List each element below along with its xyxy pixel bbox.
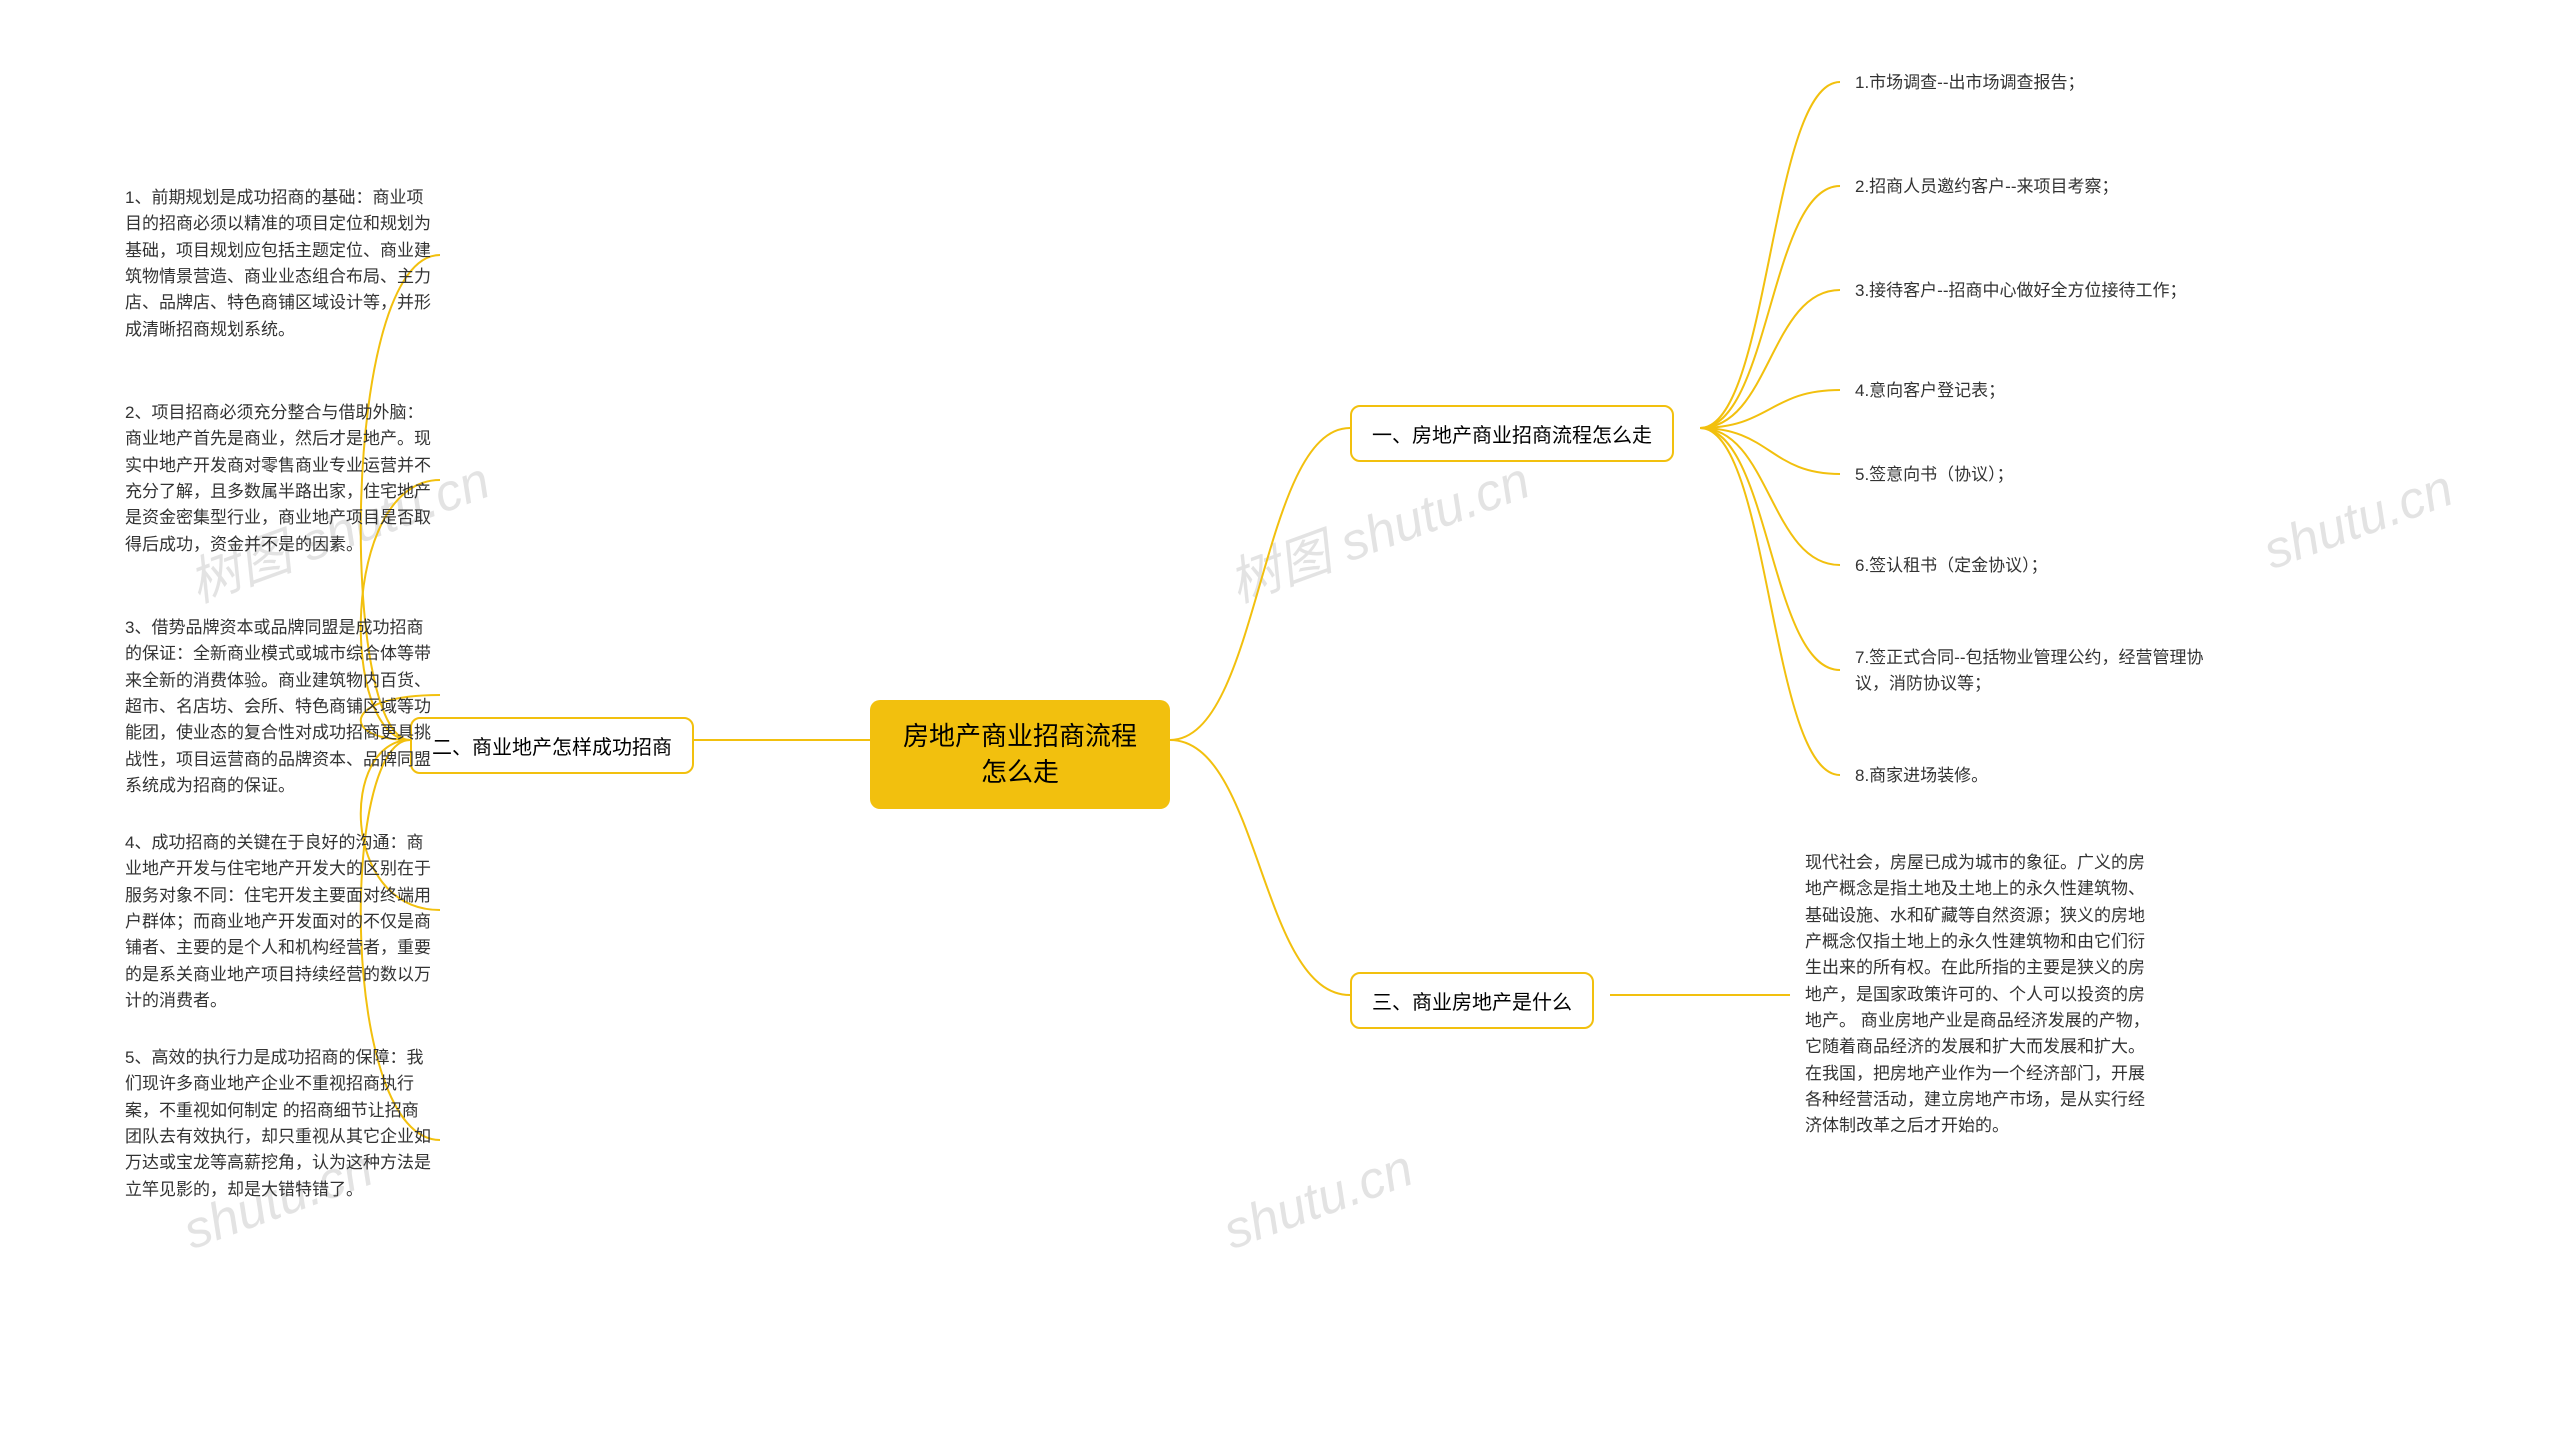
leaf-two-2: 2、项目招商必须充分整合与借助外脑：商业地产首先是商业，然后才是地产。现实中地产… [125, 400, 435, 558]
watermark: shutu.cn [2256, 458, 2461, 582]
leaf-one-7: 7.签正式合同--包括物业管理公约，经营管理协议，消防协议等； [1855, 645, 2215, 698]
watermark: 树图 shutu.cn [1217, 438, 1539, 616]
root-node: 房地产商业招商流程怎么走 [870, 700, 1170, 809]
leaf-three-1: 现代社会，房屋已成为城市的象征。广义的房地产概念是指土地及土地上的永久性建筑物、… [1805, 850, 2160, 1140]
branch-one: 一、房地产商业招商流程怎么走 [1350, 405, 1674, 462]
branch-two: 二、商业地产怎样成功招商 [410, 717, 694, 774]
leaf-two-3: 3、借势品牌资本或品牌同盟是成功招商的保证：全新商业模式或城市综合体等带来全新的… [125, 615, 435, 799]
leaf-one-8: 8.商家进场装修。 [1855, 763, 1988, 789]
leaf-one-6: 6.签认租书（定金协议）； [1855, 553, 2048, 579]
leaf-two-5: 5、高效的执行力是成功招商的保障：我们现许多商业地产企业不重视招商执行案，不重视… [125, 1045, 435, 1203]
branch-three: 三、商业房地产是什么 [1350, 972, 1594, 1029]
leaf-two-1: 1、前期规划是成功招商的基础：商业项目的招商必须以精准的项目定位和规划为基础，项… [125, 185, 435, 343]
leaf-two-4: 4、成功招商的关键在于良好的沟通：商业地产开发与住宅地产开发大的区别在于服务对象… [125, 830, 435, 1014]
leaf-one-4: 4.意向客户登记表； [1855, 378, 2005, 404]
leaf-one-1: 1.市场调查--出市场调查报告； [1855, 70, 2085, 96]
watermark: shutu.cn [1216, 1138, 1421, 1262]
leaf-one-5: 5.签意向书（协议）； [1855, 462, 2014, 488]
leaf-one-3: 3.接待客户--招商中心做好全方位接待工作； [1855, 278, 2187, 304]
leaf-one-2: 2.招商人员邀约客户--来项目考察； [1855, 174, 2119, 200]
